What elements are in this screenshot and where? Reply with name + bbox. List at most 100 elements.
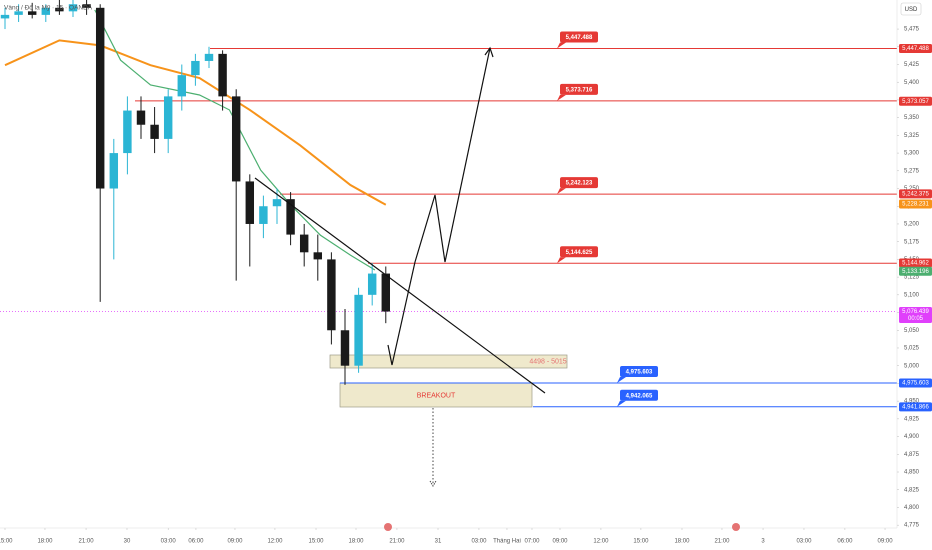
x-tick-label: 06:00 — [188, 539, 204, 545]
y-tick-label: 5,025 — [904, 346, 920, 352]
price-tag: 5,144.962 — [899, 258, 932, 268]
projection-path — [387, 47, 491, 366]
x-tick-label: 21:00 — [714, 539, 730, 545]
y-tick-label: 4,900 — [904, 434, 920, 440]
level-label: 5,144.625 — [566, 250, 593, 256]
x-tick-label: 21:00 — [389, 539, 405, 545]
y-tick-label: 4,825 — [904, 487, 920, 493]
price-tag-box — [899, 378, 932, 388]
price-tag: 5,373.057 — [899, 96, 932, 106]
price-tag: 4,975.603 — [899, 378, 932, 388]
zone-box — [339, 382, 533, 408]
currency-box — [900, 2, 922, 16]
y-tick-label: 5,425 — [904, 62, 920, 68]
y-tick-label: 5,250 — [904, 186, 920, 192]
moving-average — [94, 9, 376, 271]
plot: 5,447.488 5,373.716 5,242.123 5,144.625 4,97… — [0, 0, 897, 407]
callout-box — [560, 246, 598, 258]
candle-body — [191, 60, 200, 76]
candle-body — [14, 11, 23, 15]
x-tick-label: 03:00 — [471, 539, 487, 545]
currency: USD — [905, 7, 918, 13]
y-tick-label: 5,175 — [904, 239, 920, 245]
candle-body — [286, 199, 295, 235]
candle-body — [41, 7, 51, 15]
price-tag-box — [899, 96, 932, 106]
x-tick-label: 03:00 — [161, 539, 177, 545]
moving-average — [4, 39, 387, 206]
candle-body — [204, 53, 214, 61]
candle-body — [0, 14, 10, 19]
y-tick-label: 5,000 — [904, 363, 920, 369]
x-tick-label: 15:00 — [633, 539, 649, 545]
y-tick-label: 4,850 — [904, 470, 920, 476]
x-tick-label: 09:00 — [552, 539, 568, 545]
price-tag: 4,941.866 — [899, 402, 932, 412]
chart-title: Vàng / Đô la Mỹ · 15 · OANDA — [4, 5, 93, 12]
x-tick-label: 09:00 — [878, 539, 894, 545]
price-tag-box — [899, 199, 932, 209]
y-tick-label: 4,800 — [904, 505, 920, 511]
y-tick-label: 5,275 — [904, 168, 920, 174]
callout-box — [620, 365, 658, 377]
axes: 4,775 4,800 4,825 4,850 4,875 4,900 4,925 4,950… — [0, 27, 932, 545]
callout-pointer — [557, 257, 566, 264]
trend-line — [254, 177, 546, 394]
candle-body — [259, 206, 268, 224]
level-callout: 5,242.123 — [557, 177, 598, 195]
price-tag-label: 5,133.196 — [902, 269, 929, 275]
x-tick-label: Tháng Hai — [493, 539, 521, 545]
event-icon[interactable] — [732, 523, 740, 531]
price-tag-label: 5,076.439 — [902, 309, 929, 315]
zone-label: 4498 - 5015 — [529, 358, 566, 365]
x-tick-label: 09:00 — [227, 539, 243, 545]
price-tag-box — [899, 189, 932, 199]
candle-body — [55, 7, 64, 12]
y-tick-label: 5,350 — [904, 115, 920, 121]
x-tick-label: 3 — [761, 539, 765, 545]
candle-body — [327, 259, 336, 331]
candle-body — [313, 252, 323, 260]
level-callout: 5,373.716 — [557, 83, 598, 101]
price-tag-label: 4,941.866 — [902, 404, 929, 410]
price-tag-box — [899, 402, 932, 412]
candle-body — [272, 199, 282, 207]
level-label: 4,942.065 — [626, 393, 653, 399]
time-axis — [0, 528, 932, 550]
callout-box — [560, 177, 598, 189]
level-label: 5,447.488 — [566, 35, 593, 41]
x-tick-label: 03:00 — [796, 539, 812, 545]
price-tag-label: 5,144.962 — [902, 261, 929, 267]
candle-body — [150, 124, 159, 139]
price-tag-label: 5,447.488 — [902, 46, 929, 52]
level-label: 5,373.716 — [566, 87, 593, 93]
level-label: 4,975.603 — [626, 370, 653, 376]
price-tag: 5,228.231 — [899, 199, 932, 209]
callout-box — [620, 389, 658, 401]
y-tick-label: 5,100 — [904, 292, 920, 298]
callout-pointer — [557, 42, 566, 49]
x-tick-label: 12:00 — [267, 539, 283, 545]
y-tick-label: 4,925 — [904, 416, 920, 422]
candle-body — [123, 110, 132, 154]
x-tick-label: 21:00 — [79, 539, 95, 545]
candle-body — [136, 110, 146, 125]
candle-body — [95, 7, 105, 189]
y-tick-label: 4,875 — [904, 452, 920, 458]
candle-body — [381, 273, 391, 312]
callout-pointer — [557, 188, 566, 195]
event-icon[interactable] — [384, 523, 392, 531]
price-countdown: 00:05 — [908, 316, 924, 322]
x-tick-label: 15:00 — [309, 539, 325, 545]
candle-body — [299, 234, 309, 253]
x-tick-label: 31 — [435, 539, 442, 545]
arrow-head — [429, 480, 437, 487]
x-tick-label: 18:00 — [674, 539, 690, 545]
arrow-head — [484, 46, 494, 58]
x-tick-label: 12:00 — [593, 539, 609, 545]
candle-body — [218, 53, 227, 97]
y-tick-label: 5,300 — [904, 151, 920, 157]
